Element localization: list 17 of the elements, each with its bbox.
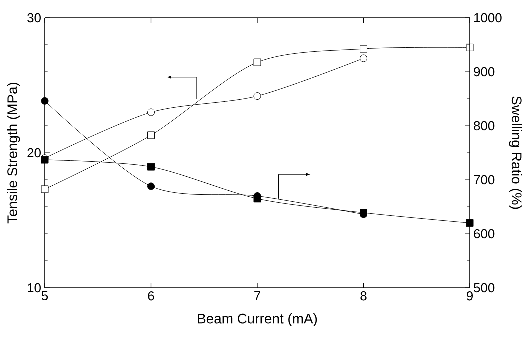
y2-tick-label: 700: [474, 175, 495, 185]
x-tick-label: 7: [254, 292, 260, 300]
y-tick-label: 30: [28, 13, 41, 23]
y2-axis-title: Swelling Ratio (%): [509, 96, 522, 210]
y-axis-title: Tensile Strength (MPa): [7, 82, 20, 224]
y-tick-label: 20: [28, 148, 41, 158]
y2-tick-label: 900: [474, 67, 495, 77]
x-tick-label: 6: [148, 292, 154, 301]
x-tick-label: 5: [42, 292, 48, 301]
x-axis-title: Beam Current (mA): [198, 314, 318, 327]
y2-tick-label: 500: [474, 283, 495, 293]
x-tick-label: 8: [360, 292, 367, 301]
x-tick-label: 9: [467, 292, 473, 301]
y2-tick-label: 600: [474, 229, 495, 239]
y2-tick-label: 1000: [474, 13, 502, 23]
y-tick-label: 10: [28, 283, 41, 293]
y2-tick-label: 800: [474, 121, 495, 131]
